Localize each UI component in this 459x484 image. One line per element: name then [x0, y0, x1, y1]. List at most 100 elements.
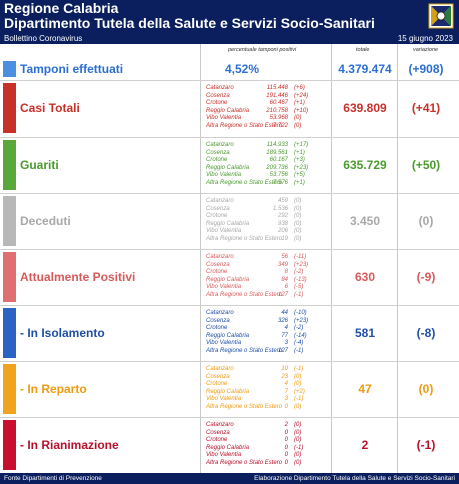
province-value: 53.968: [269, 115, 288, 122]
province-name: Cosenza: [206, 149, 230, 156]
province-value: 1.536: [272, 205, 288, 212]
province-name: Altra Regione o Stato Estero: [206, 459, 283, 466]
section-variation: (0): [418, 214, 434, 228]
province-delta: (-1): [294, 347, 304, 354]
province-line: Reggio Calabria 210.758 (+10): [206, 108, 321, 116]
section-color-bar: [3, 308, 16, 358]
section-separator: [0, 305, 459, 306]
province-line: Vibo Valentia 53.968 (0): [206, 115, 321, 123]
province-value: 56: [281, 254, 288, 260]
province-breakdown: Catanzaro 2 (0) Cosenza 0 (0) Crotone 0 (0) Reggi…: [206, 422, 321, 468]
province-delta: (-1): [294, 366, 304, 372]
province-delta: (0): [294, 422, 302, 428]
province-value: 4: [284, 381, 288, 388]
province-line: Reggio Calabria 7 (+2): [206, 389, 321, 397]
province-value: 189.561: [266, 149, 288, 156]
section-total: 47: [358, 382, 372, 396]
province-delta: (0): [294, 115, 302, 122]
province-line: Altra Regione o Stato Estero 19 (0): [206, 236, 321, 244]
province-name: Catanzaro: [206, 85, 234, 91]
section-total: 630: [354, 270, 376, 284]
province-name: Vibo Valentia: [206, 340, 242, 347]
province-value: 60.167: [269, 157, 288, 164]
province-name: Crotone: [206, 381, 228, 388]
province-name: Altra Regione o Stato Estero: [206, 347, 283, 354]
province-delta: (0): [294, 381, 302, 388]
province-value: 84: [281, 276, 288, 283]
province-value: 349: [277, 261, 288, 268]
province-line: Catanzaro 56 (-11): [206, 254, 321, 262]
province-name: Reggio Calabria: [206, 388, 250, 395]
province-value: 53.756: [269, 172, 288, 179]
province-line: Catanzaro 2 (0): [206, 422, 321, 430]
province-name: Reggio Calabria: [206, 444, 250, 451]
province-line: Catanzaro 114.933 (+17): [206, 142, 321, 150]
province-line: Reggio Calabria 84 (-13): [206, 277, 321, 285]
province-delta: (-2): [294, 325, 304, 332]
province-value: 10: [281, 366, 288, 372]
bulletin-label: Bollettino Coronavirus: [4, 34, 83, 43]
section-separator: [0, 249, 459, 250]
province-delta: (-5): [294, 284, 304, 291]
province-line: Cosenza 326 (+23): [206, 318, 321, 326]
province-delta: (+23): [294, 164, 309, 171]
bulletin-date: 15 giugno 2023: [397, 34, 453, 43]
province-delta: (+5): [294, 172, 305, 179]
section-separator: [0, 193, 459, 194]
province-delta: (-13): [294, 276, 307, 283]
province-delta: (0): [294, 403, 302, 410]
column-divider: [397, 44, 398, 473]
province-value: 292: [277, 213, 288, 220]
province-delta: (0): [294, 373, 302, 380]
province-name: Vibo Valentia: [206, 115, 242, 122]
province-line: Reggio Calabria 0 (-1): [206, 445, 321, 453]
header: Regione Calabria Dipartimento Tutela del…: [0, 0, 459, 33]
province-value: 206: [277, 228, 288, 235]
province-value: 6: [284, 284, 288, 291]
section-total: 639.809: [343, 101, 387, 115]
province-delta: (-1): [294, 444, 304, 451]
province-name: Catanzaro: [206, 198, 234, 204]
province-name: Crotone: [206, 269, 228, 276]
province-line: Crotone 60.167 (+3): [206, 157, 321, 165]
province-line: Reggio Calabria 209.736 (+23): [206, 165, 321, 173]
province-line: Vibo Valentia 3 (-1): [206, 396, 321, 404]
province-name: Crotone: [206, 213, 228, 220]
province-delta: (0): [294, 429, 302, 436]
province-line: Altra Regione o Stato Estero 0 (0): [206, 460, 321, 468]
section-color-bar: [3, 196, 16, 246]
section-label: - In Reparto: [20, 382, 87, 396]
province-breakdown: Catanzaro 114.933 (+17) Cosenza 189.561 (+1) C…: [206, 142, 321, 188]
province-value: 0: [284, 429, 288, 436]
section-row: Casi Totali Catanzaro 115.448 (+6) Cosenza 19…: [0, 81, 459, 135]
section-variation: (-8): [416, 326, 436, 340]
calabria-coat-of-arms-icon: [428, 3, 454, 29]
province-line: Cosenza 23 (0): [206, 374, 321, 382]
province-delta: (-1): [294, 291, 304, 298]
province-name: Vibo Valentia: [206, 284, 242, 291]
province-line: Crotone 60.467 (+1): [206, 100, 321, 108]
section-separator: [0, 417, 459, 418]
footer-source: Fonte Dipartimenti di Prevenzione: [4, 475, 102, 482]
province-delta: (-14): [294, 332, 307, 339]
province-value: 3: [284, 340, 288, 347]
province-value: 210.758: [266, 107, 288, 114]
province-breakdown: Catanzaro 44 (-10) Cosenza 326 (+23) Crotone 4 (…: [206, 310, 321, 356]
province-line: Vibo Valentia 53.756 (+5): [206, 172, 321, 180]
province-delta: (+10): [294, 107, 309, 114]
variation-column-header: variazione: [413, 47, 439, 53]
province-line: Crotone 4 (0): [206, 381, 321, 389]
province-line: Vibo Valentia 206 (0): [206, 228, 321, 236]
province-name: Cosenza: [206, 92, 230, 99]
province-name: Vibo Valentia: [206, 396, 242, 403]
province-name: Catanzaro: [206, 142, 234, 148]
province-name: Crotone: [206, 437, 228, 444]
footer: Fonte Dipartimenti di Prevenzione Elabor…: [0, 473, 459, 484]
province-value: 114.933: [266, 142, 288, 148]
province-line: Cosenza 189.561 (+1): [206, 150, 321, 158]
province-value: 23: [281, 373, 288, 380]
section-color-bar: [3, 140, 16, 190]
province-line: Crotone 4 (-2): [206, 325, 321, 333]
province-line: Catanzaro 10 (-1): [206, 366, 321, 374]
province-name: Cosenza: [206, 429, 230, 436]
